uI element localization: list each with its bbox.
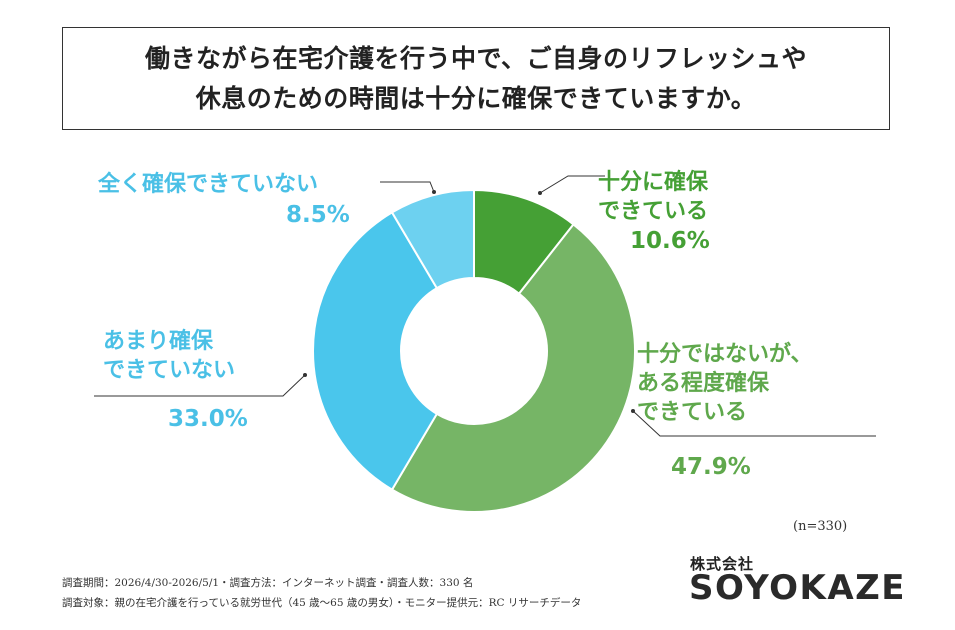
label-somewhat: 十分ではないが、 ある程度確保 できている — [637, 340, 813, 427]
label-not-much-line-1: あまり確保 — [103, 329, 214, 354]
leader-line-somewhat — [632, 410, 876, 437]
pct-somewhat: 47.9% — [671, 454, 751, 480]
label-not-much: あまり確保 できていない — [103, 327, 235, 385]
leader-line-not-much-dot — [303, 373, 307, 377]
leader-line-sufficient-dot — [538, 191, 542, 195]
title-line-2: 休息のための時間は十分に確保できていますか。 — [195, 83, 757, 113]
title-box: 働きながら在宅介護を行う中で、ご自身のリフレッシュや 休息のための時間は十分に確… — [62, 27, 890, 130]
label-somewhat-line-1: 十分ではないが、 — [637, 342, 813, 367]
label-sufficient-line-2: できている — [598, 199, 709, 224]
brand-logo: SOYOKAZE — [689, 568, 907, 608]
slice-somewhat — [390, 223, 636, 513]
label-not-at-all: 全く確保できていない — [98, 172, 319, 197]
sample-size-label: (n=330) — [793, 519, 848, 534]
pct-sufficient: 10.6% — [630, 228, 710, 254]
slice-not-at-all — [390, 188, 475, 290]
label-somewhat-line-2: ある程度確保 — [637, 371, 770, 396]
pct-not-at-all: 8.5% — [286, 202, 350, 228]
footnote-survey-target: 調査対象：親の在宅介護を行っている就労世代（45 歳〜65 歳の男女）・モニター… — [62, 597, 582, 609]
leader-line-sufficient — [539, 175, 605, 194]
label-sufficient: 十分に確保 できている 10.6% — [598, 168, 710, 256]
leader-line-not-at-all-dot — [432, 190, 436, 194]
label-not-much-line-2: できていない — [103, 358, 236, 383]
title-line-1: 働きながら在宅介護を行う中で、ご自身のリフレッシュや — [144, 43, 807, 73]
leader-line-somewhat-dot — [631, 409, 635, 413]
label-somewhat-line-3: できている — [637, 400, 748, 425]
company-prefix: 株式会社 — [690, 555, 755, 573]
footnote-survey-period: 調査期間：2026/4/30-2026/5/1・調査方法：インターネット調査・調… — [62, 577, 474, 589]
leader-line-not-at-all — [380, 181, 435, 193]
leader-line-not-much — [94, 374, 306, 397]
label-sufficient-line-1: 十分に確保 — [598, 170, 709, 195]
pct-not-much: 33.0% — [168, 406, 248, 432]
slice-not-much — [312, 211, 439, 491]
